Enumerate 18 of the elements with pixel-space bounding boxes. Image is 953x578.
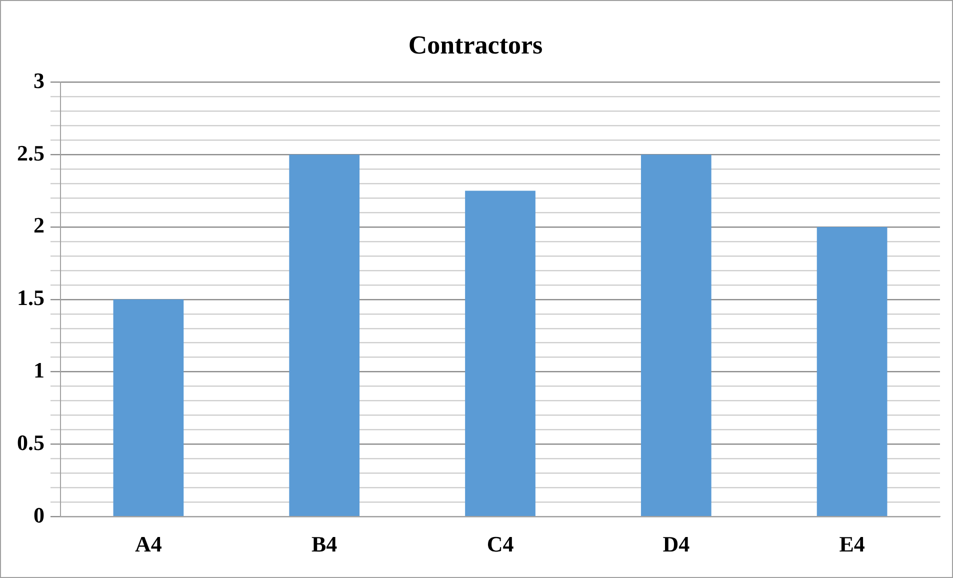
- x-tick-label: B4: [312, 531, 338, 556]
- bar: [816, 227, 888, 516]
- chart-title: Contractors: [408, 30, 543, 60]
- y-tick-label: 0: [34, 502, 44, 528]
- y-tick-label: 1.5: [17, 285, 44, 310]
- x-tick-label: E4: [839, 531, 865, 556]
- bar: [465, 190, 536, 516]
- x-tick-label: D4: [662, 531, 690, 556]
- y-tick-label: 1: [34, 357, 44, 382]
- y-tick-label: 2: [34, 212, 44, 238]
- bar: [640, 154, 712, 516]
- y-tick-label: 2.5: [17, 140, 44, 166]
- bar: [113, 299, 184, 516]
- x-tick-label: A4: [135, 531, 162, 556]
- y-tick-label: 3: [34, 68, 44, 93]
- x-tick-label: C4: [486, 531, 514, 556]
- bar: [289, 154, 360, 516]
- y-tick-label: 0.5: [17, 430, 44, 455]
